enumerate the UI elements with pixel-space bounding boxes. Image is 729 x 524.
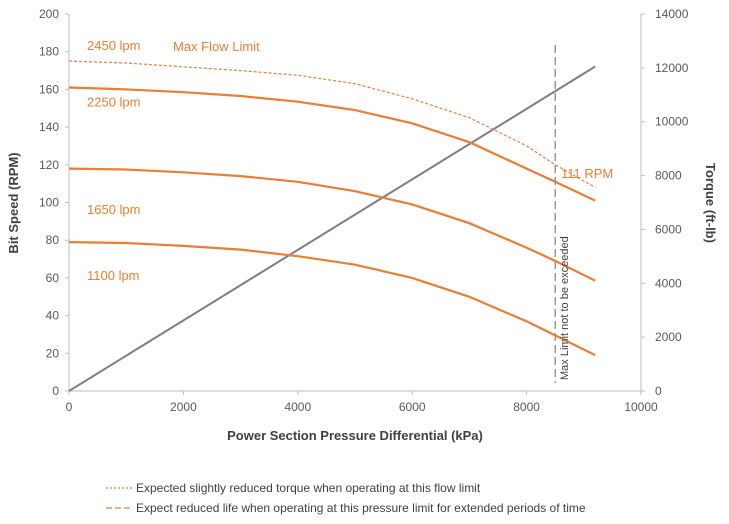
series-label-2250-lpm: 2250 lpm (87, 95, 140, 110)
series-line-1100-lpm (68, 241, 596, 357)
x-tick-label: 2000 (170, 400, 197, 414)
y2-tick-label: 4000 (655, 276, 682, 290)
y2-tick-label: 14000 (655, 7, 689, 21)
y-tick-label: 180 (39, 45, 59, 59)
y-tick-label: 100 (39, 196, 59, 210)
y-tick-label: 60 (46, 271, 60, 285)
x-tick-label: 10000 (624, 400, 658, 414)
y-axis-title: Bit Speed (RPM) (6, 152, 21, 253)
y-tick-label: 120 (39, 158, 59, 172)
y-tick-label: 160 (39, 82, 59, 96)
chart-marks: 2450 lpm 2250 lpm 1650 lpm 1100 lpm (68, 38, 596, 392)
legend-entry-pressure-limit: Expect reduced life when operating at th… (136, 501, 586, 515)
y2-tick-label: 8000 (655, 169, 682, 183)
rpm-111-annotation: 111 RPM (561, 166, 613, 181)
y2-axis-title: Torque (ft-lb) (703, 163, 718, 243)
pressure-limit-label: Max Limit not to be exceeded (559, 236, 571, 380)
y-tick-label: 80 (46, 233, 60, 247)
legend: Expected slightly reduced torque when op… (106, 481, 586, 515)
max-flow-limit-annotation: Max Flow Limit (173, 39, 260, 54)
y2-tick-label: 0 (655, 384, 662, 398)
y2-tick-label: 2000 (655, 330, 682, 344)
series-label-1100-lpm: 1100 lpm (87, 268, 140, 283)
x-axis-title: Power Section Pressure Differential (kPa… (227, 428, 483, 443)
series-line-2250-lpm (68, 86, 596, 202)
x-tick-label: 6000 (399, 400, 426, 414)
y-tick-label: 200 (39, 7, 59, 21)
series-line-2450-lpm (68, 60, 596, 188)
series-label-1650-lpm: 1650 lpm (87, 202, 140, 217)
series-line-torque (68, 65, 596, 392)
y2-tick-label: 12000 (655, 61, 689, 75)
y-tick-label: 20 (46, 346, 60, 360)
axes: 0204060801001201401601802000200040006000… (39, 7, 689, 414)
y-tick-label: 140 (39, 120, 59, 134)
x-tick-label: 4000 (284, 400, 311, 414)
x-tick-label: 8000 (513, 400, 540, 414)
series-label-2450-lpm: 2450 lpm (87, 38, 140, 53)
series-line-1650-lpm (68, 167, 596, 282)
x-tick-label: 0 (66, 400, 73, 414)
y-tick-label: 0 (52, 384, 59, 398)
y-tick-label: 40 (46, 309, 60, 323)
y2-tick-label: 10000 (655, 115, 689, 129)
y2-tick-label: 6000 (655, 222, 682, 236)
legend-entry-flow-limit: Expected slightly reduced torque when op… (136, 481, 481, 495)
